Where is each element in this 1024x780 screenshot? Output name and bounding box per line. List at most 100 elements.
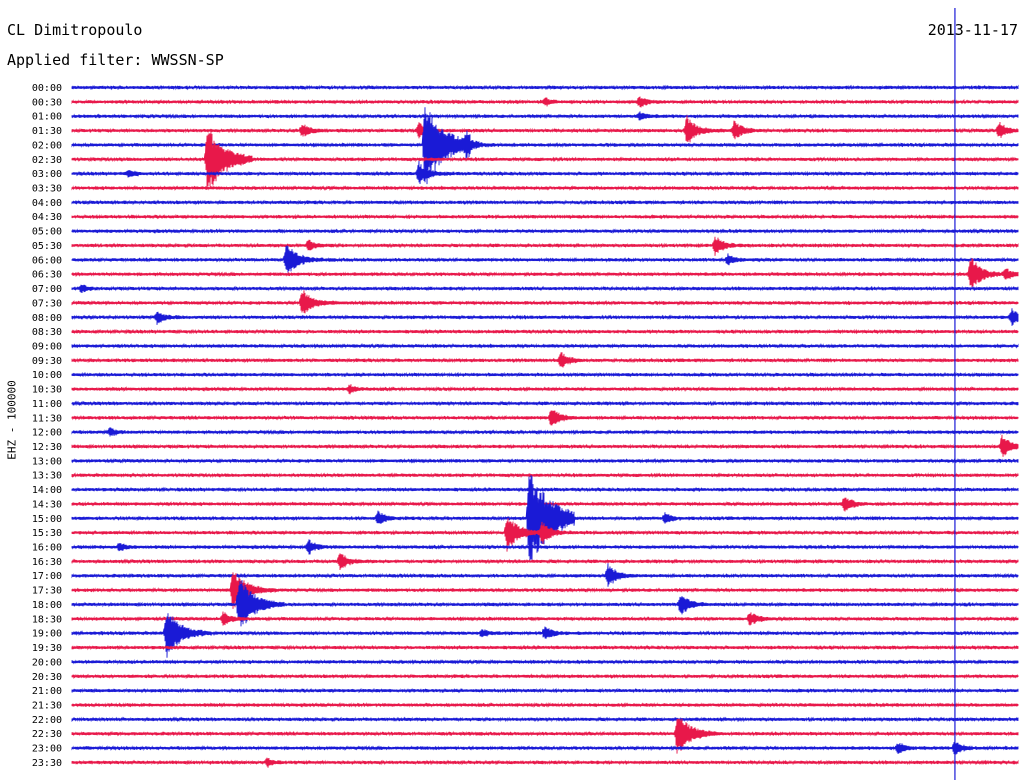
trace-row-2130: [71, 702, 1019, 708]
trace-row-0300: [71, 160, 1019, 185]
trace-row-1300: [71, 457, 1019, 464]
trace-row-0830: [71, 328, 1019, 335]
trace-row-1700: [71, 563, 1019, 587]
trace-row-0800: [71, 308, 1019, 326]
trace-row-0700: [71, 284, 1019, 293]
trace-row-0900: [71, 343, 1019, 349]
row-time-label: 19:00: [32, 629, 62, 640]
trace-row-1900: [71, 613, 1019, 658]
trace-row-0430: [71, 213, 1019, 220]
row-time-label: 05:30: [32, 241, 62, 252]
row-time-label: 03:30: [32, 184, 62, 195]
trace-row-2230: [71, 718, 1019, 754]
row-time-label: 00:00: [32, 83, 62, 94]
row-time-label: 21:30: [32, 700, 62, 711]
row-time-label: 12:30: [32, 442, 62, 453]
row-time-label: 04:30: [32, 212, 62, 223]
row-time-label: 07:30: [32, 298, 62, 309]
trace-row-0500: [71, 228, 1019, 235]
row-time-label: 06:30: [32, 270, 62, 281]
row-time-label: 14:00: [32, 485, 62, 496]
row-time-label: 20:00: [32, 657, 62, 668]
trace-row-1200: [71, 427, 1019, 437]
trace-row-1600: [71, 539, 1019, 555]
row-time-label: 13:00: [32, 456, 62, 467]
row-time-label: 19:30: [32, 643, 62, 654]
trace-row-0130: [71, 115, 1019, 143]
trace-row-0000: [71, 84, 1019, 91]
row-time-label: 20:30: [32, 672, 62, 683]
row-time-label: 17:30: [32, 586, 62, 597]
row-time-label: 18:00: [32, 600, 62, 611]
trace-row-1330: [71, 472, 1019, 479]
row-time-label: 15:30: [32, 528, 62, 539]
station-title: CL Dimitropoulo: [7, 21, 143, 39]
trace-row-1930: [71, 644, 1019, 651]
trace-row-1030: [71, 384, 1019, 395]
trace-row-1400: [71, 486, 1019, 493]
trace-row-1430: [71, 497, 1019, 512]
row-time-label: 08:30: [32, 327, 62, 338]
channel-label: EHZ - 100000: [5, 380, 19, 460]
row-time-label: 12:00: [32, 428, 62, 439]
trace-row-0600: [71, 245, 1019, 273]
trace-row-1500: [71, 474, 1019, 561]
trace-row-2000: [71, 659, 1019, 665]
row-time-label: 04:00: [32, 198, 62, 209]
trace-row-0400: [71, 199, 1019, 206]
trace-row-1100: [71, 400, 1019, 407]
row-time-label: 22:00: [32, 715, 62, 726]
row-time-label: 08:00: [32, 313, 62, 324]
trace-row-0100: [71, 111, 1019, 121]
row-time-label: 10:30: [32, 385, 62, 396]
trace-row-2200: [71, 716, 1019, 723]
trace-row-1000: [71, 371, 1019, 378]
row-time-label: 18:30: [32, 614, 62, 625]
row-time-label: 22:30: [32, 729, 62, 740]
row-time-label: 02:30: [32, 155, 62, 166]
trace-row-0630: [71, 258, 1019, 289]
trace-row-0030: [71, 96, 1019, 108]
row-time-label: 21:00: [32, 686, 62, 697]
row-time-label: 01:00: [32, 112, 62, 123]
trace-row-1730: [71, 572, 1019, 609]
trace-row-1630: [71, 553, 1019, 571]
row-time-label: 23:00: [32, 744, 62, 755]
row-time-label: 00:30: [32, 97, 62, 108]
trace-row-0530: [71, 236, 1019, 256]
trace-row-1800: [71, 580, 1019, 627]
trace-row-0730: [71, 290, 1019, 314]
row-time-label: 07:00: [32, 284, 62, 295]
row-time-label: 09:00: [32, 341, 62, 352]
row-time-label: 03:00: [32, 169, 62, 180]
row-time-label: 14:30: [32, 499, 62, 510]
row-time-label: 15:00: [32, 514, 62, 525]
row-time-label: 02:00: [32, 140, 62, 151]
trace-row-0330: [71, 185, 1019, 191]
trace-row-0200: [71, 107, 1019, 185]
row-time-label: 05:00: [32, 227, 62, 238]
trace-row-1230: [71, 434, 1019, 457]
filter-subtitle: Applied filter: WWSSN-SP: [7, 51, 224, 69]
date-label: 2013-11-17: [927, 21, 1018, 39]
row-time-label: 23:30: [32, 758, 62, 769]
trace-row-1830: [71, 611, 1019, 626]
trace-row-2330: [71, 757, 1019, 768]
row-time-label: 17:00: [32, 571, 62, 582]
trace-row-1130: [71, 410, 1019, 426]
row-time-label: 16:30: [32, 557, 62, 568]
trace-row-2100: [71, 687, 1019, 694]
trace-row-1530: [71, 518, 1019, 552]
row-time-label: 11:30: [32, 413, 62, 424]
row-time-label: 01:30: [32, 126, 62, 137]
row-time-label: 09:30: [32, 356, 62, 367]
trace-row-0930: [71, 352, 1019, 368]
trace-row-0230: [71, 131, 1019, 187]
trace-row-2300: [71, 740, 1019, 755]
trace-row-2030: [71, 673, 1019, 680]
row-time-label: 16:00: [32, 543, 62, 554]
row-time-label: 10:00: [32, 370, 62, 381]
row-time-label: 11:00: [32, 399, 62, 410]
row-time-label: 13:30: [32, 471, 62, 482]
row-time-label: 06:00: [32, 255, 62, 266]
